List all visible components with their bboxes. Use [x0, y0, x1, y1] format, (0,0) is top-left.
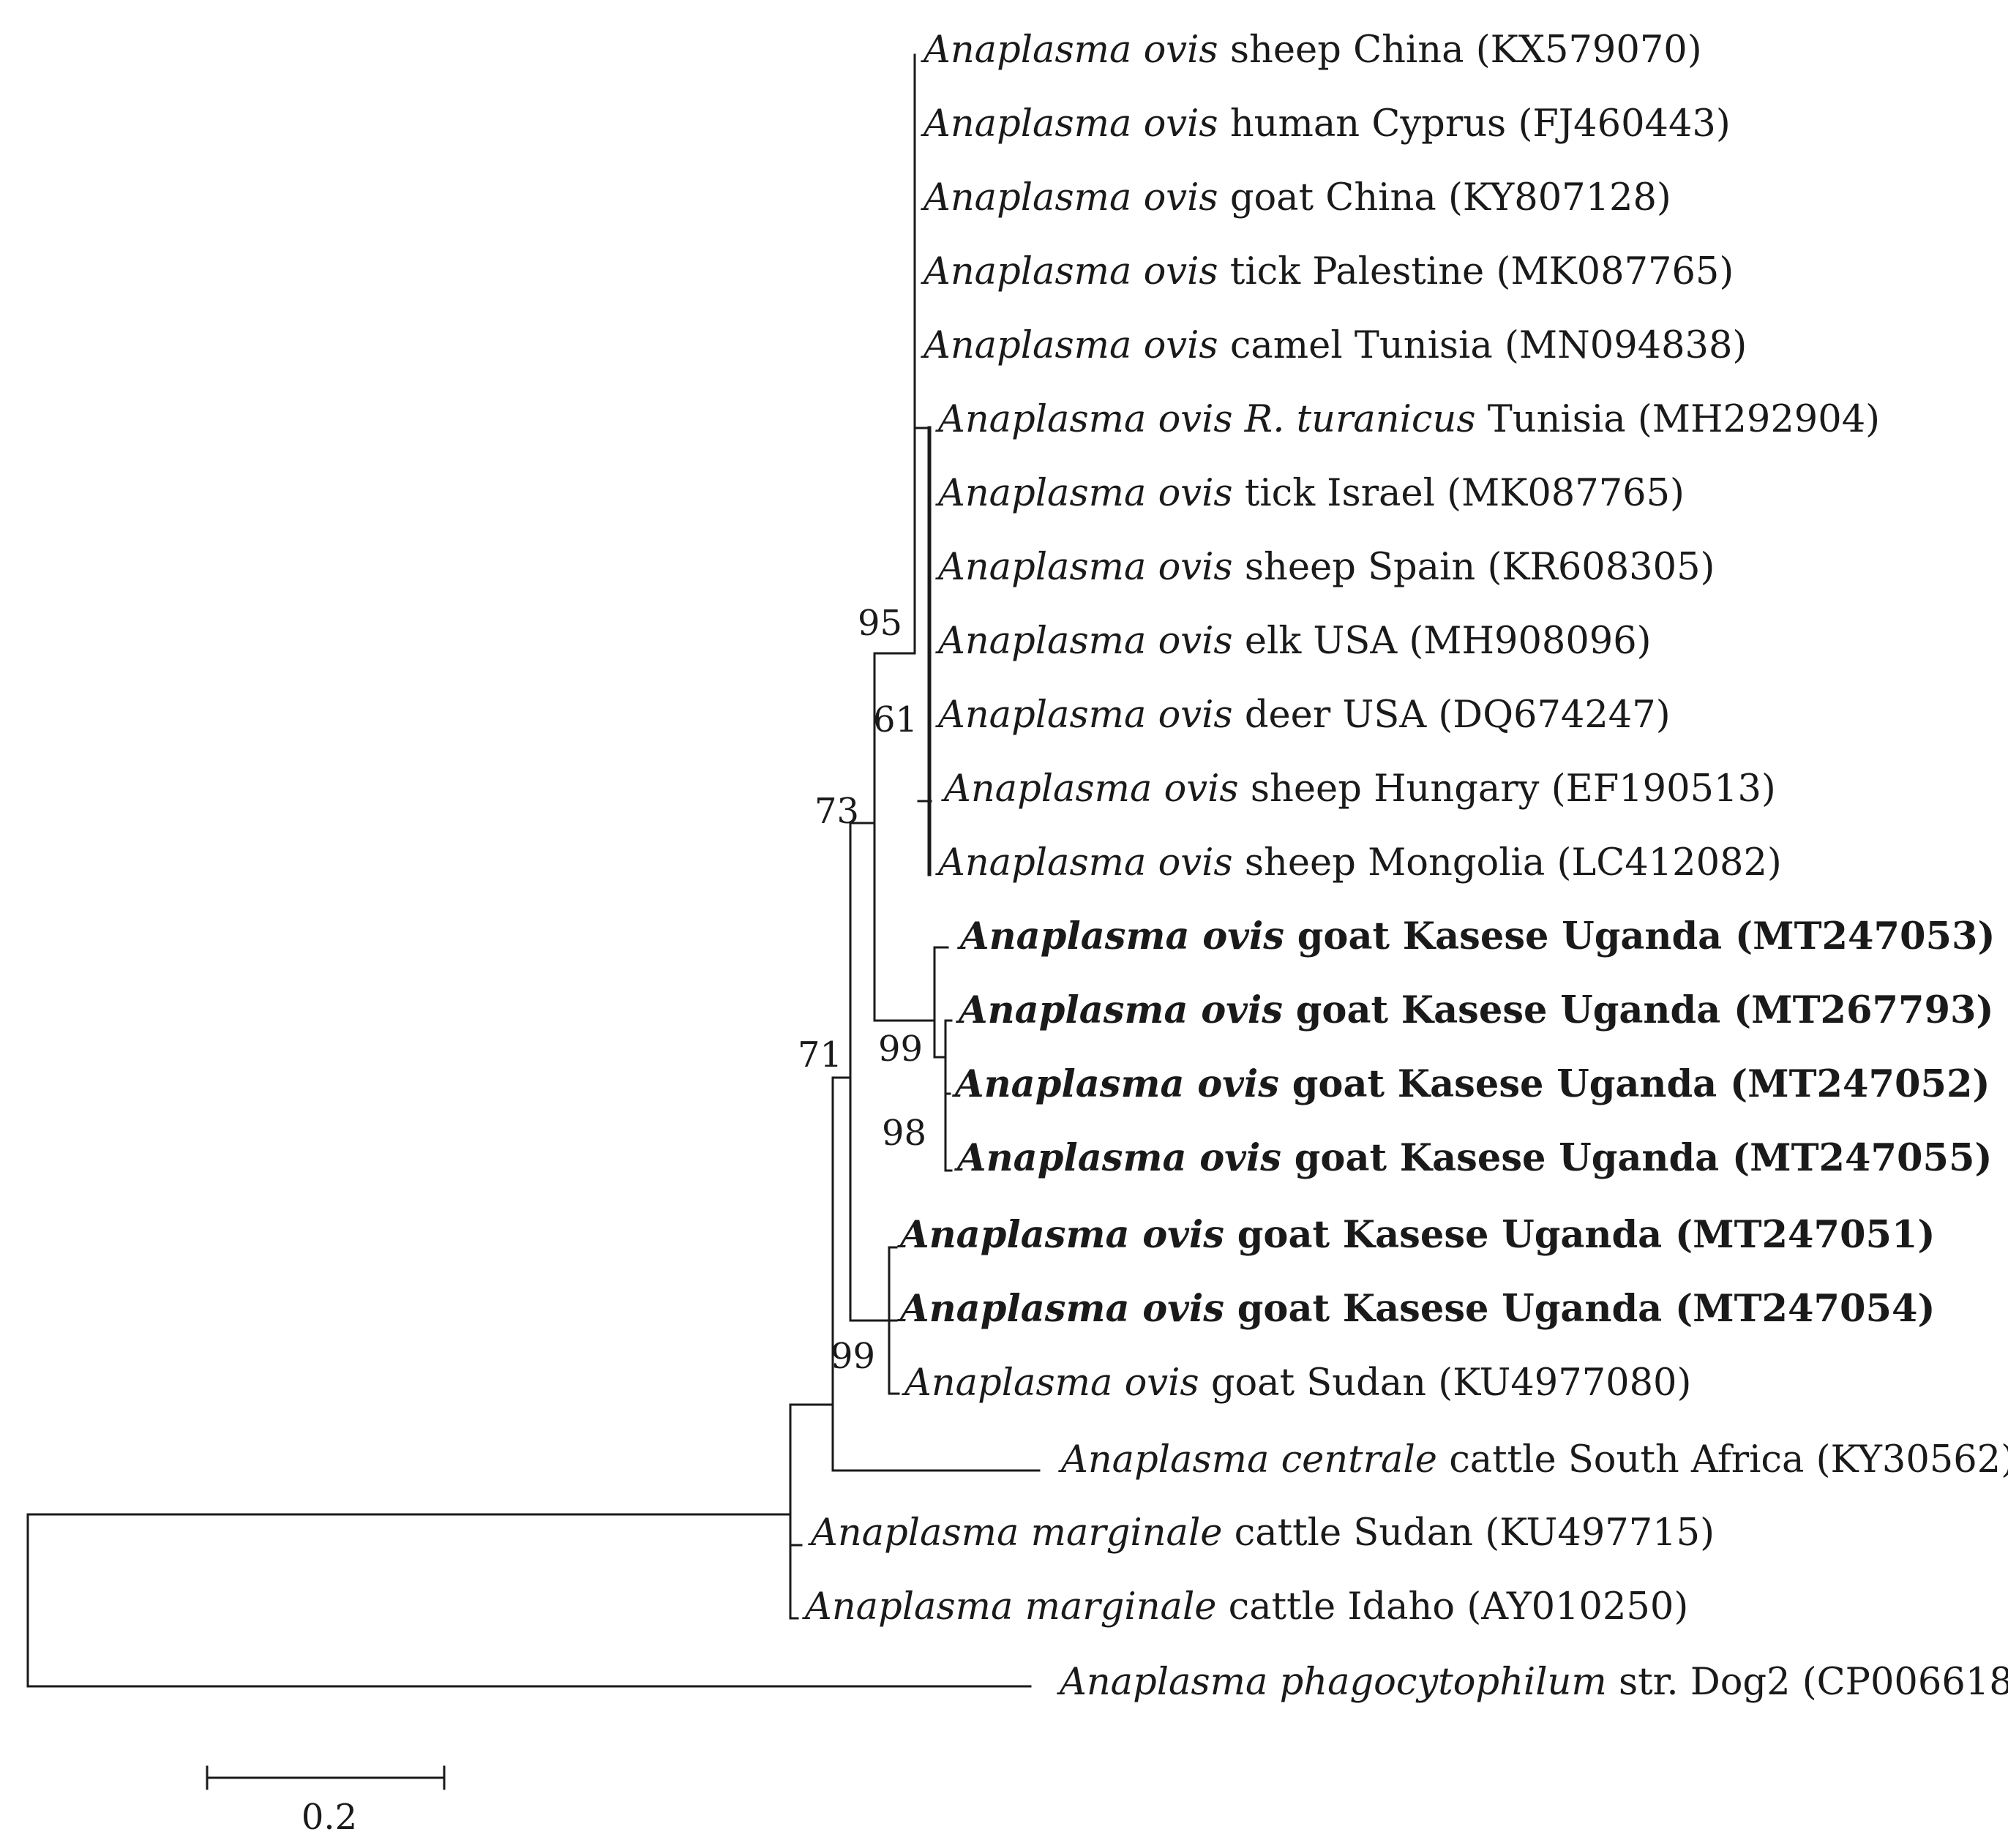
leaf-label: Anaplasma ovis goat Sudan (KU4977080) — [902, 1361, 1691, 1405]
leaf-label: Anaplasma ovis sheep China (KX579070) — [921, 29, 1702, 72]
leaf-label: Anaplasma phagocytophilum str. Dog2 (CP0… — [1057, 1661, 2008, 1704]
support-99-sudan: 99 — [831, 1336, 875, 1377]
leaf-label: Anaplasma marginale cattle Sudan (KU4977… — [808, 1511, 1715, 1555]
leaf-label-highlight: Anaplasma ovis goat Kasese Uganda (MT247… — [897, 1287, 1936, 1331]
leaf-label-highlight: Anaplasma ovis goat Kasese Uganda (MT247… — [957, 914, 1996, 958]
leaf-label: Anaplasma centrale cattle South Africa (… — [1058, 1438, 2008, 1481]
support-61: 61 — [873, 699, 918, 740]
leaf-label: Anaplasma ovis tick Israel (MK087765) — [935, 472, 1685, 515]
leaf-label: Anaplasma ovis human Cyprus (FJ460443) — [921, 102, 1731, 146]
support-95: 95 — [858, 603, 902, 644]
support-98: 98 — [882, 1113, 926, 1154]
support-99-uganda: 99 — [878, 1029, 923, 1070]
scale-bar-label: 0.2 — [301, 1797, 357, 1838]
leaf-label: Anaplasma ovis camel Tunisia (MN094838) — [921, 324, 1747, 367]
leaf-label: Anaplasma ovis sheep Hungary (EF190513) — [941, 767, 1776, 811]
support-73: 73 — [814, 791, 859, 832]
leaf-label: Anaplasma ovis sheep Mongolia (LC412082) — [935, 841, 1782, 884]
scale-bar: 0.2 — [206, 1765, 446, 1838]
leaf-label-highlight: Anaplasma ovis goat Kasese Uganda (MT247… — [897, 1213, 1936, 1257]
leaf-label: Anaplasma ovis deer USA (DQ674247) — [935, 694, 1671, 737]
leaf-label: Anaplasma ovis sheep Spain (KR608305) — [935, 546, 1715, 589]
leaf-labels: Anaplasma ovis sheep China (KX579070) An… — [802, 29, 2008, 1704]
tree-branches — [26, 53, 1041, 1688]
leaf-label-highlight: Anaplasma ovis goat Kasese Uganda (MT267… — [956, 988, 1994, 1032]
scale-bar-line — [206, 1765, 446, 1790]
support-values: 95 61 73 99 98 71 99 — [798, 603, 926, 1377]
leaf-label: Anaplasma ovis tick Palestine (MK087765) — [921, 250, 1734, 293]
leaf-label-highlight: Anaplasma ovis goat Kasese Uganda (MT247… — [952, 1062, 1990, 1106]
leaf-label: Anaplasma ovis R. turanicus Tunisia (MH2… — [935, 398, 1880, 441]
leaf-label: Anaplasma ovis elk USA (MH908096) — [935, 620, 1652, 663]
leaf-label: Anaplasma marginale cattle Idaho (AY0102… — [802, 1585, 1688, 1629]
leaf-label: Anaplasma ovis goat China (KY807128) — [921, 176, 1671, 219]
support-71: 71 — [798, 1034, 842, 1075]
leaf-label-highlight: Anaplasma ovis goat Kasese Uganda (MT247… — [954, 1136, 1993, 1180]
